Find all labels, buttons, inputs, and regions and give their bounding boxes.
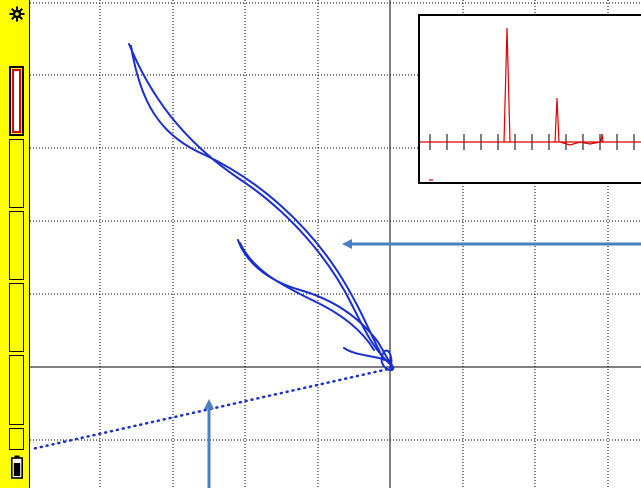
spectrum-line: [420, 27, 641, 181]
toolbar-slot-3-button[interactable]: [9, 211, 24, 280]
toolbar-slot-4-button[interactable]: [9, 283, 24, 352]
spectrum-inset: [418, 14, 641, 184]
toolbar-slot-1-button[interactable]: [9, 66, 24, 136]
trace-main-loop-outer: [128, 43, 393, 367]
toolbar-slot-2-button[interactable]: [9, 139, 24, 208]
toolbar-slot-5-button[interactable]: [9, 355, 24, 425]
trace-small-loop-inner: [239, 242, 375, 351]
trace-loop-end: [343, 347, 395, 372]
trace-dotted-tail: [30, 366, 395, 451]
gear-icon[interactable]: [9, 6, 25, 22]
battery-icon: [11, 455, 23, 479]
active-indicator: [12, 69, 21, 133]
spectrum-plot: [420, 27, 641, 181]
annotation-arrows: [204, 239, 641, 488]
side-toolbar: [0, 0, 30, 488]
signal-trace: [30, 43, 395, 451]
toolbar-slot-6-button[interactable]: [9, 428, 24, 450]
trace-small-loop-outer: [237, 239, 393, 367]
trace-main-loop-inner: [130, 45, 385, 361]
